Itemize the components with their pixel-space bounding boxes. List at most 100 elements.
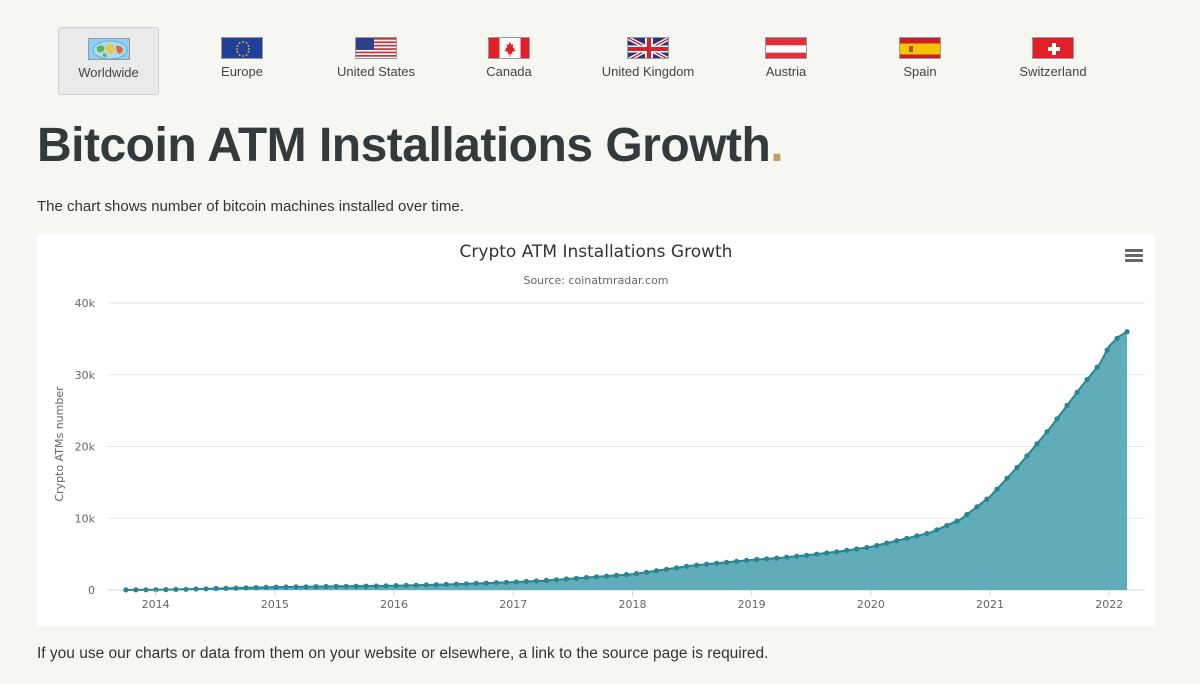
data-point[interactable] xyxy=(1034,441,1040,447)
data-point[interactable] xyxy=(1074,389,1080,395)
data-point[interactable] xyxy=(994,486,1000,492)
data-point[interactable] xyxy=(894,538,900,544)
data-point[interactable] xyxy=(523,578,529,585)
data-point[interactable] xyxy=(834,549,840,555)
tab-spain[interactable]: Spain xyxy=(870,27,970,95)
data-point[interactable] xyxy=(163,587,169,593)
data-point[interactable] xyxy=(593,574,600,580)
data-point[interactable] xyxy=(904,535,910,541)
data-point[interactable] xyxy=(1064,402,1070,409)
data-point[interactable] xyxy=(814,551,820,557)
data-point[interactable] xyxy=(824,550,830,556)
data-point[interactable] xyxy=(123,587,129,593)
data-point[interactable] xyxy=(393,583,399,589)
data-point[interactable] xyxy=(954,518,960,524)
data-point[interactable] xyxy=(633,571,640,577)
data-point[interactable] xyxy=(293,584,299,590)
data-point[interactable] xyxy=(263,584,269,590)
data-point[interactable] xyxy=(533,578,539,584)
data-point[interactable] xyxy=(463,581,469,587)
data-point[interactable] xyxy=(433,582,439,588)
data-point[interactable] xyxy=(794,553,800,559)
data-point[interactable] xyxy=(563,576,570,582)
data-point[interactable] xyxy=(583,574,590,581)
data-point[interactable] xyxy=(133,587,139,593)
data-point[interactable] xyxy=(704,561,710,567)
data-point[interactable] xyxy=(553,577,560,583)
data-point[interactable] xyxy=(643,569,650,575)
data-point[interactable] xyxy=(213,585,219,592)
data-point[interactable] xyxy=(1094,364,1100,370)
data-point[interactable] xyxy=(453,581,459,587)
data-point[interactable] xyxy=(193,586,199,592)
tab-canada[interactable]: Canada xyxy=(459,27,559,95)
data-point[interactable] xyxy=(1024,453,1030,459)
data-point[interactable] xyxy=(924,530,930,537)
data-point[interactable] xyxy=(493,580,499,586)
data-point[interactable] xyxy=(1104,347,1110,353)
data-point[interactable] xyxy=(253,585,259,591)
data-point[interactable] xyxy=(513,579,519,585)
tab-united-states[interactable]: United States xyxy=(326,27,426,95)
data-point[interactable] xyxy=(694,562,700,568)
data-point[interactable] xyxy=(503,579,509,585)
data-point[interactable] xyxy=(303,584,309,590)
data-point[interactable] xyxy=(1004,475,1010,481)
data-point[interactable] xyxy=(1114,335,1120,341)
chart-menu-icon[interactable] xyxy=(1125,249,1143,263)
data-point[interactable] xyxy=(944,522,950,529)
data-point[interactable] xyxy=(864,544,870,551)
data-point[interactable] xyxy=(974,504,980,510)
data-point[interactable] xyxy=(223,585,229,591)
data-point[interactable] xyxy=(423,582,429,588)
data-point[interactable] xyxy=(934,527,940,533)
data-point[interactable] xyxy=(273,584,279,590)
data-point[interactable] xyxy=(1084,377,1090,383)
data-point[interactable] xyxy=(473,580,479,586)
data-point[interactable] xyxy=(203,586,209,592)
data-point[interactable] xyxy=(724,559,730,565)
data-point[interactable] xyxy=(754,556,760,563)
data-point[interactable] xyxy=(373,583,379,589)
data-point[interactable] xyxy=(764,556,770,562)
tab-switzerland[interactable]: Switzerland xyxy=(1003,27,1103,95)
data-point[interactable] xyxy=(183,586,189,592)
data-point[interactable] xyxy=(1014,464,1020,471)
data-point[interactable] xyxy=(623,572,630,578)
tab-europe[interactable]: Europe xyxy=(192,27,292,95)
data-point[interactable] xyxy=(774,555,780,561)
data-point[interactable] xyxy=(684,563,690,569)
data-point[interactable] xyxy=(914,533,920,539)
data-point[interactable] xyxy=(233,585,239,591)
data-point[interactable] xyxy=(323,583,329,590)
data-point[interactable] xyxy=(343,583,349,589)
data-point[interactable] xyxy=(744,557,750,563)
data-point[interactable] xyxy=(663,566,670,572)
data-point[interactable] xyxy=(1054,416,1060,422)
data-point[interactable] xyxy=(854,546,860,552)
data-point[interactable] xyxy=(573,575,580,581)
data-point[interactable] xyxy=(483,580,489,586)
data-point[interactable] xyxy=(173,586,179,592)
data-point[interactable] xyxy=(243,585,249,591)
data-point[interactable] xyxy=(363,583,369,589)
data-point[interactable] xyxy=(653,568,660,574)
data-point[interactable] xyxy=(1044,429,1050,435)
tab-austria[interactable]: Austria xyxy=(736,27,836,95)
data-point[interactable] xyxy=(674,565,680,571)
data-point[interactable] xyxy=(984,496,990,502)
data-point[interactable] xyxy=(313,584,319,590)
data-point[interactable] xyxy=(804,552,810,558)
data-point[interactable] xyxy=(333,583,339,589)
data-point[interactable] xyxy=(283,584,289,590)
data-point[interactable] xyxy=(413,582,419,588)
data-point[interactable] xyxy=(784,554,790,560)
data-point[interactable] xyxy=(443,581,449,587)
data-point[interactable] xyxy=(874,542,880,549)
data-point[interactable] xyxy=(734,558,740,564)
tab-worldwide[interactable]: Worldwide xyxy=(58,27,159,95)
tab-united-kingdom[interactable]: United Kingdom xyxy=(593,27,703,95)
data-point[interactable] xyxy=(543,577,549,583)
data-point[interactable] xyxy=(143,587,149,593)
data-point[interactable] xyxy=(383,583,389,589)
